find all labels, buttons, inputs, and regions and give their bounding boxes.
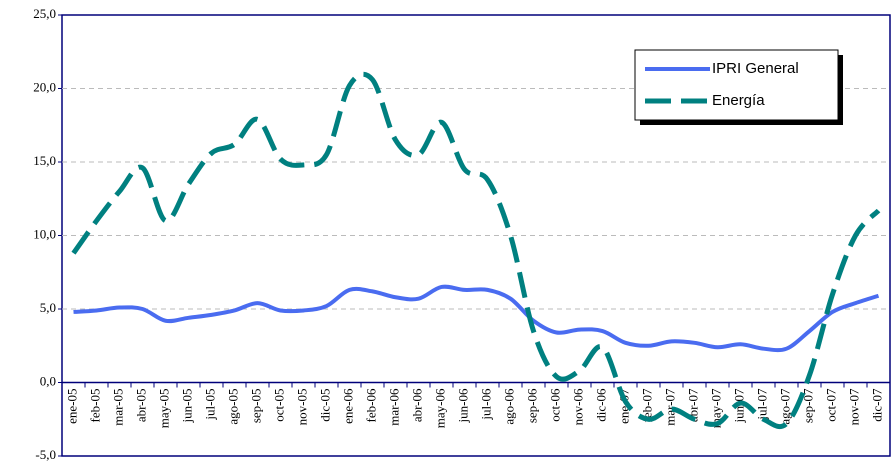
- x-tick-label: nov-05: [294, 389, 309, 426]
- x-tick-label: ago-06: [501, 388, 516, 425]
- x-tick-label: dic-06: [593, 388, 608, 422]
- x-tick-label: ago-07: [777, 388, 792, 425]
- x-tick-label: may-07: [708, 388, 723, 428]
- y-tick-label: 10,0: [33, 226, 56, 241]
- legend-label: Energía: [712, 92, 765, 109]
- x-tick-label: abr-05: [133, 389, 148, 423]
- y-tick-label: 15,0: [33, 153, 56, 168]
- x-tick-label: jul-06: [478, 388, 493, 421]
- x-tick-label: jun-06: [455, 388, 470, 423]
- x-tick-label: abr-07: [685, 388, 700, 422]
- x-tick-label: feb-06: [363, 388, 378, 422]
- x-tick-label: feb-07: [639, 388, 654, 422]
- x-tick-label: nov-06: [570, 388, 585, 425]
- y-tick-label: 0,0: [40, 373, 56, 388]
- x-tick-label: ago-05: [225, 389, 240, 425]
- y-tick-label: 20,0: [33, 79, 56, 94]
- x-tick-label: oct-07: [823, 388, 838, 422]
- x-tick-label: feb-05: [87, 389, 102, 423]
- y-tick-label: 5,0: [40, 300, 56, 315]
- series-line: [71, 71, 881, 430]
- y-tick-label: -5,0: [35, 447, 56, 462]
- x-tick-label: may-05: [156, 389, 171, 429]
- series-line: [73, 284, 880, 353]
- x-tick-label: oct-06: [547, 388, 562, 422]
- x-tick-label: sep-06: [524, 388, 539, 423]
- x-tick-label: sep-07: [800, 388, 815, 423]
- x-tick-label: dic-07: [869, 388, 884, 422]
- legend-label: IPRI General: [712, 60, 799, 77]
- x-tick-label: jun-05: [179, 389, 194, 424]
- y-tick-label: 25,0: [33, 6, 56, 21]
- x-tick-label: nov-07: [846, 388, 861, 425]
- x-tick-label: abr-06: [409, 388, 424, 422]
- x-tick-label: jul-05: [202, 389, 217, 421]
- x-tick-label: sep-05: [248, 389, 263, 424]
- x-tick-label: ene-05: [64, 389, 79, 424]
- x-tick-label: oct-05: [271, 389, 286, 422]
- x-tick-label: mar-07: [662, 388, 677, 426]
- x-tick-label: mar-06: [386, 388, 401, 426]
- x-tick-label: ene-06: [340, 388, 355, 424]
- x-tick-label: may-06: [432, 388, 447, 428]
- x-tick-label: dic-05: [317, 389, 332, 422]
- x-tick-label: mar-05: [110, 389, 125, 426]
- x-tick-label: ene-07: [616, 388, 631, 424]
- legend: [634, 49, 839, 121]
- x-tick-label: jul-07: [754, 388, 769, 421]
